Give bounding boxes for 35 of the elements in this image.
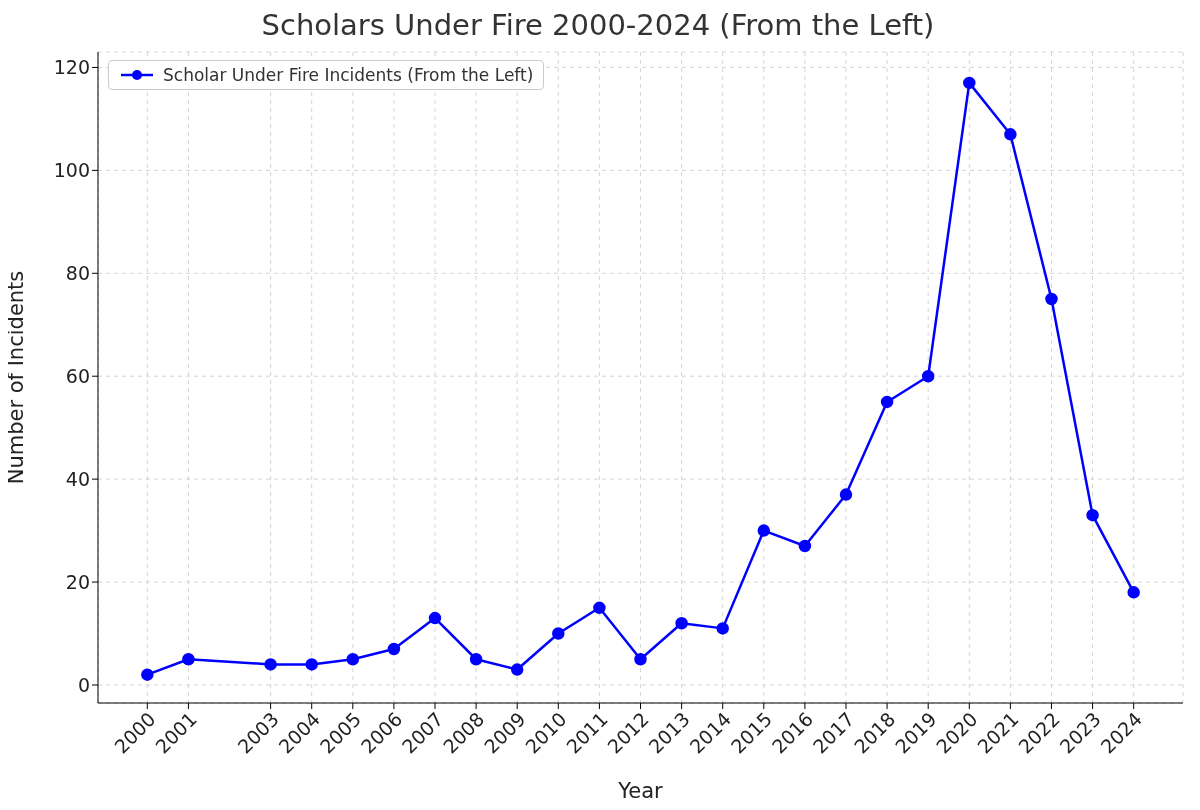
- point: [593, 601, 606, 615]
- point: [428, 611, 442, 625]
- y-tick-label: 20: [65, 570, 90, 593]
- legend-label: Scholar Under Fire Incidents (From the Left): [163, 65, 534, 85]
- point: [469, 653, 483, 666]
- point: [963, 76, 976, 90]
- y-tick-label: 80: [65, 262, 90, 285]
- point: [346, 653, 360, 666]
- point: [552, 627, 565, 640]
- point: [634, 653, 647, 666]
- point: [1045, 292, 1058, 306]
- point: [182, 653, 195, 666]
- point: [880, 395, 894, 409]
- point: [1086, 508, 1099, 522]
- point: [716, 622, 729, 635]
- y-tick-label: 40: [65, 467, 90, 490]
- chart-title: Scholars Under Fire 2000-2024 (From the Left): [260, 8, 936, 44]
- point: [921, 369, 935, 383]
- point: [839, 488, 853, 501]
- point: [387, 642, 401, 656]
- point: [1127, 586, 1140, 599]
- point: [757, 524, 771, 537]
- point: [510, 663, 524, 676]
- y-tick-label: 120: [53, 56, 90, 79]
- y-tick-label: 100: [53, 159, 90, 182]
- point: [141, 668, 154, 681]
- y-tick-label: 0: [77, 673, 90, 696]
- point: [305, 658, 318, 671]
- point: [1004, 128, 1017, 141]
- y-tick-label: 60: [65, 364, 90, 387]
- y-axis-title: Number of Incidents: [4, 270, 29, 485]
- x-axis-title: Year: [617, 779, 664, 803]
- point: [264, 658, 277, 671]
- point: [675, 616, 688, 630]
- point: [798, 539, 812, 553]
